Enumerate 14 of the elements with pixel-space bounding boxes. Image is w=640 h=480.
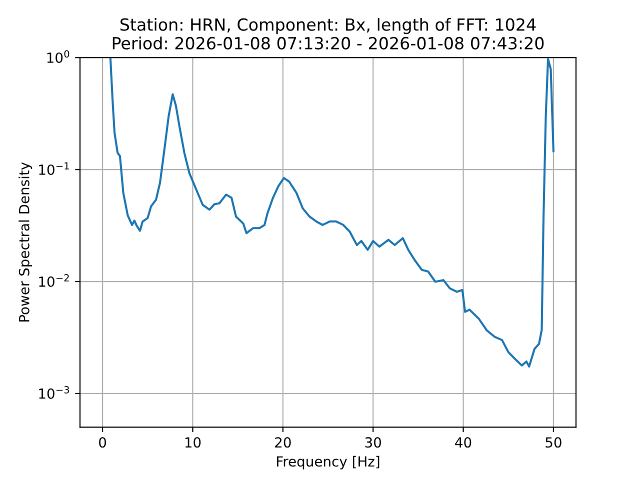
- x-tick-label: 10: [185, 437, 201, 448]
- x-tick-label: 50: [546, 437, 562, 448]
- x-tick-label: 40: [455, 437, 472, 448]
- line-series: [109, 58, 554, 368]
- x-tick-label: 20: [275, 437, 291, 448]
- y-tick-label: 10$^{0}$: [47, 50, 70, 63]
- y-tick-label: 10$^{−2}$: [39, 274, 69, 287]
- x-tick-label: 30: [365, 437, 382, 448]
- x-axis-title: Frequency [Hz]: [276, 456, 380, 470]
- x-tick-label: 0: [99, 437, 106, 448]
- chart-title: Station: HRN, Component: Bx, length of FFT: 1024 Period: 2026-01-08 07:13:20 - 2026-01-08 07:43:20: [112, 18, 544, 50]
- y-tick-label: 10$^{−1}$: [39, 162, 69, 175]
- y-tick-label: 10$^{−3}$: [39, 386, 69, 399]
- y-axis-title: Power Spectral Density: [18, 162, 32, 322]
